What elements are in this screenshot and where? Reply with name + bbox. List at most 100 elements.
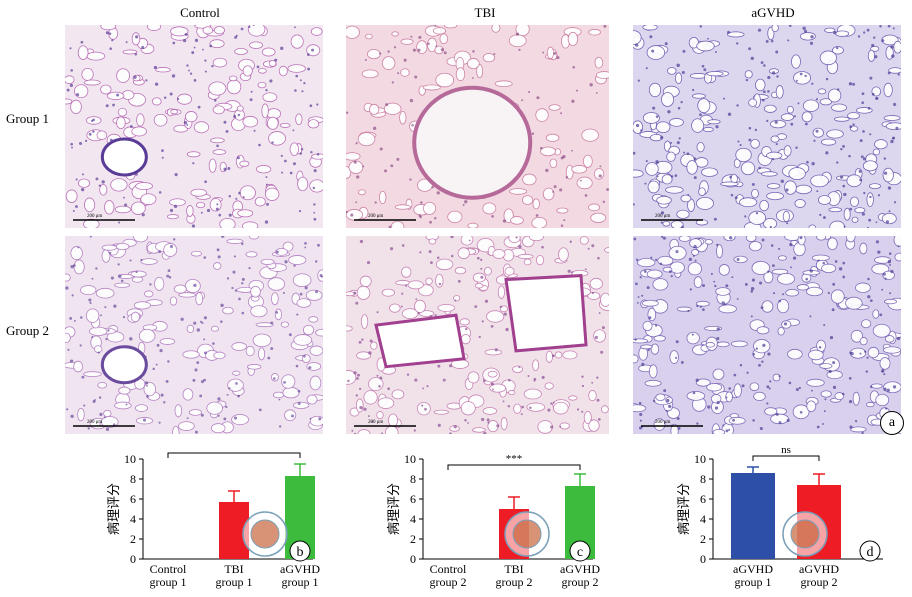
nucleus [635,258,639,262]
nucleus [569,240,572,243]
nucleus [757,28,762,32]
nucleus [437,423,441,427]
alveolus [467,58,480,70]
nucleus [280,154,283,157]
nucleus [737,140,740,143]
alveolus [444,25,458,29]
nucleus [420,201,423,204]
nucleus [695,378,699,382]
nucleus [817,259,820,262]
nucleus [73,319,76,322]
nucleus [687,193,690,196]
nucleus [199,394,203,398]
nucleus [419,251,422,254]
nucleus [833,31,837,35]
nucleus [714,284,717,288]
vessel [100,137,148,177]
alveolus [360,314,369,329]
nucleus [677,426,681,430]
alveolus [80,285,97,296]
nucleus [639,276,642,279]
nucleus [361,338,364,341]
alveolus [593,329,607,343]
nucleus [597,256,600,260]
nucleus [606,188,609,191]
alveolus [482,53,496,63]
nucleus [316,153,320,156]
nucleus [400,305,403,308]
nucleus [193,283,197,288]
nucleus [250,90,253,93]
nucleus [293,264,296,267]
nucleus [651,49,655,53]
alveolus [811,254,830,262]
nucleus [233,416,238,420]
alveolus [872,323,891,338]
nucleus [778,421,782,425]
alveolus [544,382,554,390]
alveolus [817,88,827,95]
alveolus [222,306,234,315]
nucleus [645,160,648,163]
alveolus [559,422,570,430]
nucleus [888,252,892,255]
alveolus [788,167,806,181]
nucleus [289,171,293,175]
alveolus [86,51,106,61]
alveolus [186,151,201,158]
nucleus [675,340,679,344]
alveolus [526,402,546,412]
nucleus [535,214,539,217]
nucleus [867,226,870,228]
nucleus [827,291,830,295]
alveolus [256,165,272,174]
alveolus [604,247,609,253]
nucleus [556,56,560,60]
alveolus [460,333,471,345]
nucleus [754,128,758,132]
alveolus [509,188,528,195]
chart-panel-b: 0 2 4 6 8 10 病理评分 Control group 1 TBI group 1 aGVHD… [95,441,325,597]
nucleus [113,304,117,308]
alveolus [766,151,783,160]
nucleus [767,90,770,93]
nucleus [396,157,400,161]
nucleus [355,301,359,305]
nucleus [799,236,803,240]
alveolus [483,266,492,276]
nucleus [346,111,349,114]
alveolus [810,174,829,188]
nucleus [736,298,739,300]
nucleus [297,389,301,393]
nucleus [858,169,862,173]
nucleus [294,89,297,92]
nucleus [758,363,761,367]
alveolus [693,276,703,288]
nucleus [378,385,381,388]
alveolus [289,142,300,156]
nucleus [559,188,563,192]
alveolus [893,40,901,54]
column-title-tbi: TBI [474,5,496,20]
y-tick-label: 8 [130,472,136,486]
alveolus [433,409,449,415]
nucleus [220,320,223,323]
nucleus [813,139,816,142]
nucleus [450,236,454,239]
nucleus [876,97,879,100]
nucleus [144,381,149,385]
alveolus [720,181,739,187]
nucleus [412,48,416,52]
alveolus [106,91,125,101]
nucleus [661,236,664,238]
nucleus [729,236,733,240]
alveolus [828,207,843,213]
nucleus [736,104,739,107]
nucleus [746,371,749,374]
nucleus [692,254,695,257]
nucleus [314,260,318,263]
nucleus [795,146,798,149]
alveolus [460,236,474,246]
nucleus [531,132,535,135]
nucleus [655,115,659,118]
